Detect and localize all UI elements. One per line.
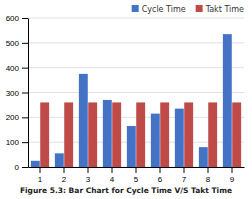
bar	[184, 102, 193, 167]
grid	[28, 18, 244, 167]
tick-label: 6	[158, 175, 163, 184]
x-tick: 5	[134, 167, 139, 184]
bar	[127, 126, 136, 167]
tick-label: 8	[206, 175, 211, 184]
axis-line	[28, 19, 29, 168]
tick-label: 9	[230, 175, 235, 184]
tick-mark	[22, 93, 28, 94]
bar	[223, 34, 232, 167]
tick-mark	[22, 167, 28, 168]
bars	[31, 34, 241, 167]
tick-mark	[184, 167, 185, 173]
bar-series	[40, 102, 241, 167]
bar	[79, 74, 88, 167]
x-tick: 1	[38, 167, 43, 184]
tick-label: 400	[6, 64, 20, 73]
tick-mark	[22, 117, 28, 118]
tick-mark	[64, 167, 65, 173]
tick-mark	[22, 18, 28, 19]
y-tick: 300	[6, 89, 28, 98]
tick-label: 600	[6, 14, 20, 23]
tick-label: 300	[6, 89, 20, 98]
tick-label: 200	[6, 113, 20, 122]
tick-mark	[22, 43, 28, 44]
bar	[208, 102, 217, 167]
tick-label: 0	[15, 163, 20, 172]
tick-mark	[136, 167, 137, 173]
tick-label: 3	[86, 175, 91, 184]
legend-label: Takt Time	[205, 5, 244, 14]
x-axis: 1 2 3 4 5 6 7 8 9	[29, 167, 245, 184]
y-axis: 0 100 200 300 400 500 600	[6, 14, 29, 172]
tick-label: 2	[62, 175, 67, 184]
grid-line	[28, 42, 244, 43]
bar	[40, 102, 49, 167]
legend: Cycle Time Takt Time	[132, 5, 244, 14]
x-tick: 3	[86, 167, 91, 184]
bar	[88, 102, 97, 167]
legend-label: Cycle Time	[142, 5, 186, 14]
tick-mark	[88, 167, 89, 173]
tick-mark	[22, 68, 28, 69]
y-tick: 200	[6, 113, 28, 122]
x-tick: 4	[110, 167, 115, 184]
tick-mark	[160, 167, 161, 173]
bar	[136, 102, 145, 167]
tick-mark	[112, 167, 113, 173]
tick-mark	[40, 167, 41, 173]
bar	[151, 114, 160, 167]
x-tick: 8	[206, 167, 211, 184]
bar	[232, 102, 241, 167]
grid-line	[28, 67, 244, 68]
y-tick: 400	[6, 64, 28, 73]
tick-mark	[208, 167, 209, 173]
tick-label: 100	[6, 138, 20, 147]
chart: 0 100 200 300 400 500 600 1 2 3 4 5 6 7 8 9 Cycle Time Ta…	[0, 0, 252, 199]
tick-label: 5	[134, 175, 139, 184]
bar	[31, 161, 40, 167]
bar	[175, 109, 184, 167]
legend-swatch	[132, 5, 139, 12]
bar	[199, 147, 208, 167]
tick-mark	[232, 167, 233, 173]
bar	[160, 102, 169, 167]
y-tick: 0	[15, 163, 28, 172]
title: Figure 5.3: Bar Chart for Cycle Time V/S…	[20, 186, 232, 195]
legend-item: Cycle Time	[132, 5, 186, 14]
x-tick: 9	[230, 167, 235, 184]
tick-label: 1	[38, 175, 43, 184]
bar	[112, 102, 121, 167]
tick-label: 4	[110, 175, 115, 184]
legend-swatch	[196, 5, 203, 12]
x-tick: 7	[182, 167, 187, 184]
bar	[64, 102, 73, 167]
bar-series	[31, 34, 232, 167]
tick-label: 7	[182, 175, 187, 184]
bar	[55, 153, 64, 167]
y-tick: 500	[6, 39, 28, 48]
y-tick: 600	[6, 14, 28, 23]
grid-line	[28, 18, 244, 19]
x-tick: 6	[158, 167, 163, 184]
tick-label: 500	[6, 39, 20, 48]
grid-line	[28, 92, 244, 93]
tick-mark	[22, 142, 28, 143]
plot: 0 100 200 300 400 500 600 1 2 3 4 5 6 7 8 9	[6, 14, 245, 184]
bar	[103, 100, 112, 167]
y-tick: 100	[6, 138, 28, 147]
x-tick: 2	[62, 167, 67, 184]
legend-item: Takt Time	[196, 5, 244, 14]
